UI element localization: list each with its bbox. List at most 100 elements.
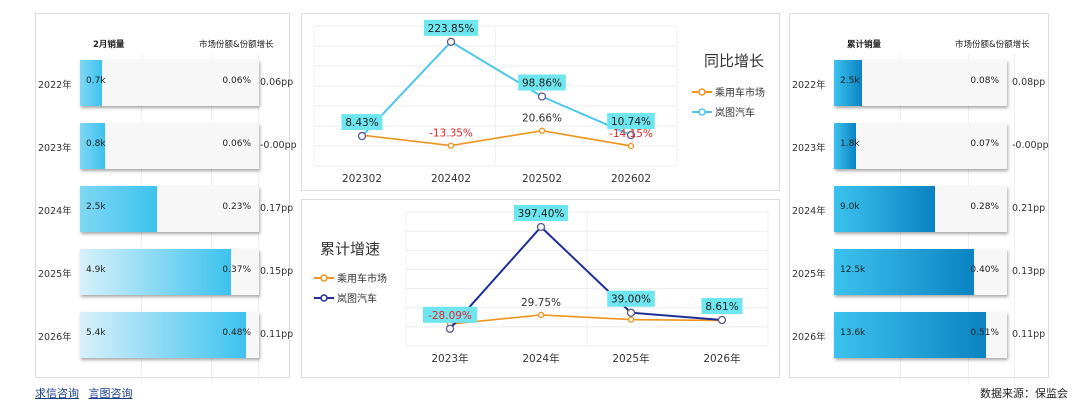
- market-line: [449, 314, 723, 325]
- sales-bar-fill: [834, 249, 974, 295]
- market-share: 0.06%: [222, 76, 251, 86]
- legend-label: 岚图汽车: [715, 106, 755, 119]
- share-growth: 0.11pp: [1012, 329, 1046, 340]
- cumulative-chart-panel: 2023年 2024年 2025年 2026年 累计增速 乘用车市场 岚图汽车 29.75% -…: [301, 199, 780, 378]
- share-growth: 0.21pp: [1012, 203, 1046, 214]
- sales-bar-fill: [80, 312, 247, 358]
- row-year: 2026年: [792, 332, 826, 343]
- brand-label-box: [607, 113, 655, 130]
- right-sales-panel: 累计销量 市场份额&份额增长 2022年 2.5k 0.08% 0.08pp 2023年…: [789, 13, 1049, 384]
- legend-marker: [320, 274, 328, 282]
- sales-bar: 12.5k 0.40%: [834, 249, 1007, 295]
- sales-bar-fill: [80, 249, 232, 295]
- legend-marker: [320, 294, 328, 302]
- brand-data-label: 98.86%: [522, 77, 562, 89]
- share-growth: 0.17pp: [260, 203, 294, 214]
- sales-value: 2.5k: [86, 202, 106, 212]
- brand-point: [445, 324, 455, 333]
- brand-line: [449, 225, 723, 330]
- x-tick-label: 2025年: [612, 352, 649, 365]
- market-point: [627, 142, 635, 150]
- sales-bar: 4.9k 0.37%: [80, 249, 259, 295]
- market-data-label: -14.15%: [609, 128, 653, 140]
- brand-label-box: [423, 19, 479, 36]
- market-point: [537, 311, 545, 319]
- sales-bar: 0.7k 0.06%: [80, 60, 259, 106]
- market-share: 0.48%: [222, 328, 251, 338]
- sales-bar-fill: [80, 123, 105, 169]
- row-year: 2024年: [38, 206, 72, 217]
- market-data-label: -13.35%: [429, 128, 473, 140]
- right-header-sales: 累计销量: [847, 40, 882, 50]
- market-share: 0.28%: [970, 202, 999, 212]
- yoy-chart-panel: 202302 202402 202502 202602 同比增长 乘用车市场 岚图汽车 -13…: [301, 13, 780, 191]
- footer-link-yantu[interactable]: 言图咨询: [88, 387, 133, 400]
- market-point: [447, 142, 455, 149]
- sales-bar: 13.6k 0.51%: [834, 312, 1007, 358]
- grid-line: [1014, 54, 1015, 384]
- share-growth: 0.15pp: [260, 266, 294, 277]
- footer-links: 求信咨询 言图咨询: [35, 385, 139, 401]
- sales-value: 9.0k: [840, 202, 860, 212]
- brand-data-label: 8.43%: [345, 117, 378, 129]
- market-share: 0.40%: [970, 265, 999, 275]
- market-share: 0.51%: [970, 328, 999, 338]
- sales-bar: 2.5k 0.23%: [80, 186, 259, 232]
- brand-data-label: 39.00%: [611, 294, 651, 306]
- sales-value: 12.5k: [840, 265, 866, 275]
- sales-bar-fill: [834, 60, 862, 106]
- brand-label-box: [701, 298, 743, 315]
- footer-link-qiuxin[interactable]: 求信咨询: [35, 387, 79, 400]
- legend-label: 岚图汽车: [337, 292, 377, 305]
- market-share: 0.06%: [222, 139, 251, 149]
- sales-value: 4.9k: [86, 265, 106, 275]
- x-tick-label: 202602: [611, 173, 651, 185]
- legend-label: 乘用车市场: [337, 272, 387, 285]
- row-year: 2026年: [38, 332, 72, 343]
- market-share: 0.37%: [222, 265, 251, 275]
- share-growth: 0.11pp: [260, 329, 294, 340]
- sales-value: 5.4k: [86, 328, 106, 338]
- left-header-share: 市场份额&份额增长: [199, 40, 274, 50]
- brand-label-box: [518, 74, 566, 91]
- brand-line: [361, 40, 632, 137]
- brand-point: [626, 308, 636, 317]
- x-tick-label: 202502: [522, 173, 562, 185]
- share-growth: 0.13pp: [1012, 266, 1046, 277]
- chart-title: 同比增长: [704, 52, 764, 70]
- row-year: 2025年: [792, 269, 826, 280]
- market-data-label: 20.66%: [522, 113, 562, 125]
- sales-bar: 2.5k 0.08%: [834, 60, 1007, 106]
- sales-value: 13.6k: [840, 328, 866, 338]
- brand-point: [626, 130, 636, 140]
- x-tick-label: 2024年: [522, 352, 559, 365]
- brand-data-label: 397.40%: [518, 208, 565, 220]
- brand-data-label: 10.74%: [611, 116, 651, 128]
- market-share: 0.08%: [970, 76, 999, 86]
- sales-value: 0.8k: [86, 139, 106, 149]
- sales-bar: 5.4k 0.48%: [80, 312, 259, 358]
- row-year: 2023年: [792, 143, 826, 154]
- share-growth: 0.06pp: [260, 77, 294, 88]
- legend-marker: [698, 108, 706, 116]
- x-tick-label: 202402: [431, 173, 471, 185]
- sales-bar-fill: [834, 312, 987, 358]
- brand-data-label: 223.85%: [428, 23, 475, 35]
- row-year: 2024年: [792, 206, 826, 217]
- share-growth: -0.00pp: [260, 140, 297, 151]
- share-growth: -0.00pp: [1012, 140, 1049, 151]
- left-header-sales: 2月销量: [93, 40, 125, 50]
- market-line: [361, 129, 632, 147]
- brand-data-label: 8.61%: [705, 301, 738, 313]
- x-tick-label: 202302: [342, 173, 382, 185]
- sales-bar-fill: [834, 186, 935, 232]
- sales-bar-fill: [834, 123, 856, 169]
- right-header-share: 市场份额&份额增长: [955, 40, 1030, 50]
- sales-value: 0.7k: [86, 76, 106, 86]
- data-source: 数据来源：保监会: [980, 387, 1068, 400]
- sales-bar-fill: [80, 186, 158, 232]
- brand-point: [357, 131, 367, 141]
- sales-bar: 9.0k 0.28%: [834, 186, 1007, 232]
